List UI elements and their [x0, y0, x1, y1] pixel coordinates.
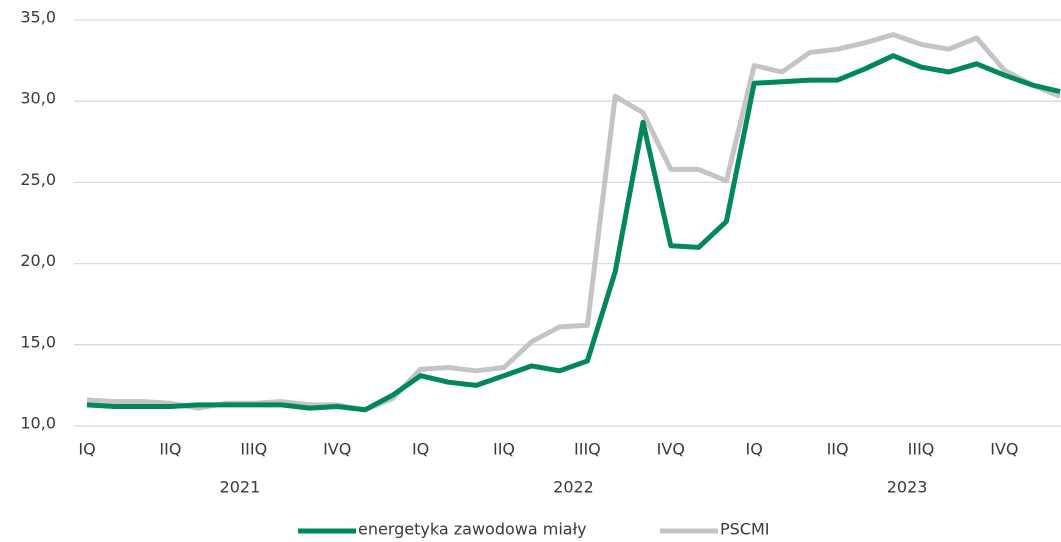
x-tick-label: IIQ	[493, 440, 515, 459]
x-tick-label: IIQ	[827, 440, 849, 459]
year-label: 2023	[887, 478, 928, 497]
year-label: 2021	[220, 478, 261, 497]
x-tick-label: IIIQ	[240, 440, 267, 459]
x-tick-label: IIIQ	[908, 440, 935, 459]
x-tick-label: IQ	[412, 440, 429, 459]
x-tick-label: IVQ	[657, 440, 685, 459]
year-label: 2022	[553, 478, 594, 497]
legend-label: energetyka zawodowa miały	[358, 520, 587, 539]
legend-label: PSCMI	[720, 520, 770, 539]
x-tick-label: IIQ	[159, 440, 181, 459]
y-tick-label: 15,0	[20, 332, 56, 351]
x-tick-label: IQ	[746, 440, 763, 459]
line-series	[86, 53, 1061, 413]
y-tick-label: 25,0	[20, 170, 56, 189]
y-tick-label: 20,0	[20, 251, 56, 270]
y-tick-label: 30,0	[20, 89, 56, 108]
x-tick-label: IVQ	[990, 440, 1018, 459]
y-tick-label: 35,0	[20, 8, 56, 27]
x-tick-label: IIIQ	[574, 440, 601, 459]
line-series	[86, 32, 1061, 413]
y-tick-label: 10,0	[20, 414, 56, 433]
x-tick-label: IVQ	[323, 440, 351, 459]
x-tick-label: IQ	[78, 440, 95, 459]
